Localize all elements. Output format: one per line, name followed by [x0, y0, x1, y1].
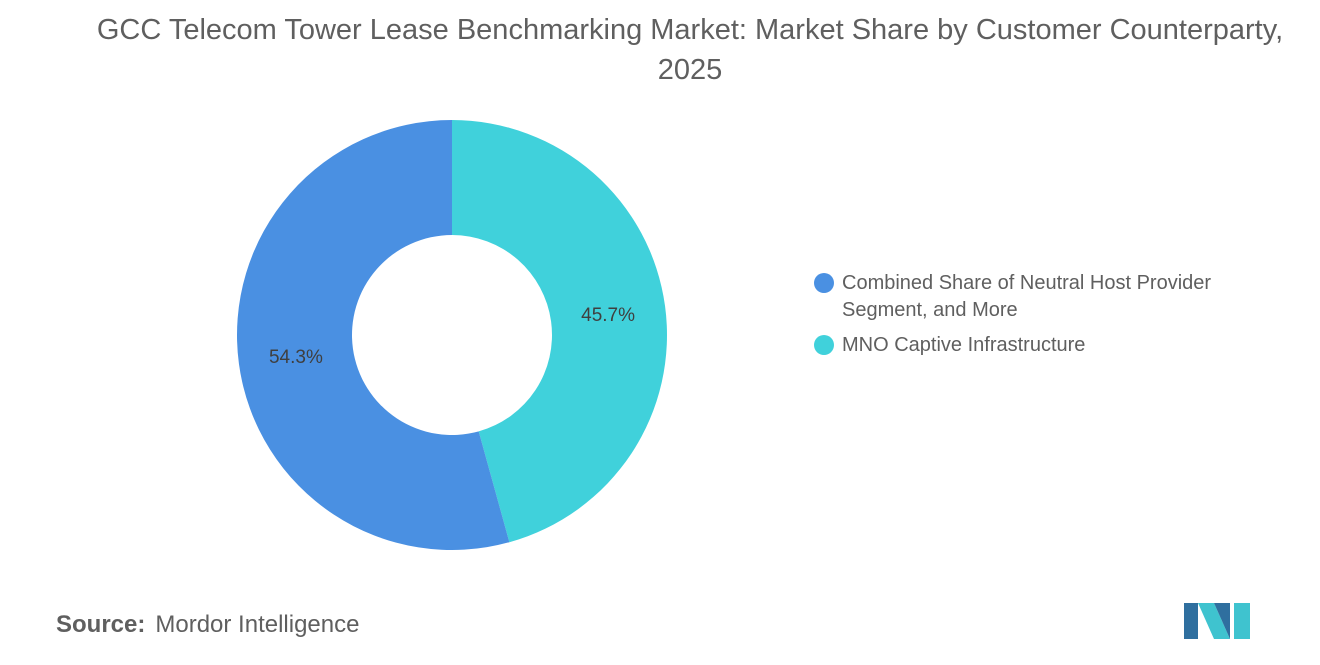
source-note: Source: Mordor Intelligence [56, 611, 359, 639]
logo-shape-diagonal [1198, 603, 1230, 639]
slice-mno-captive[interactable] [452, 120, 667, 543]
logo-shape-middle [1214, 603, 1230, 639]
data-label-mno-captive: 45.7% [581, 305, 635, 326]
logo-shape-left [1184, 603, 1198, 639]
legend-item-neutral-host[interactable]: Combined Share of Neutral Host Provider … [814, 270, 1284, 324]
source-label: Source: [56, 611, 146, 638]
data-label-neutral-host: 54.3% [269, 347, 323, 368]
chart-title: GCC Telecom Tower Lease Benchmarking Mar… [96, 14, 1284, 86]
legend-label-neutral-host: Combined Share of Neutral Host Provider … [842, 272, 1212, 321]
mordor-intelligence-logo [1184, 603, 1250, 639]
legend-swatch-mno-captive [814, 335, 834, 355]
legend: Combined Share of Neutral Host Provider … [814, 270, 1284, 367]
legend-label-mno-captive: MNO Captive Infrastructure [842, 334, 1086, 356]
slice-neutral-host[interactable] [236, 120, 510, 551]
logo-shape-right [1234, 603, 1250, 639]
legend-swatch-neutral-host [814, 273, 834, 293]
source-value: Mordor Intelligence [155, 611, 360, 638]
legend-item-mno-captive[interactable]: MNO Captive Infrastructure [814, 332, 1284, 359]
